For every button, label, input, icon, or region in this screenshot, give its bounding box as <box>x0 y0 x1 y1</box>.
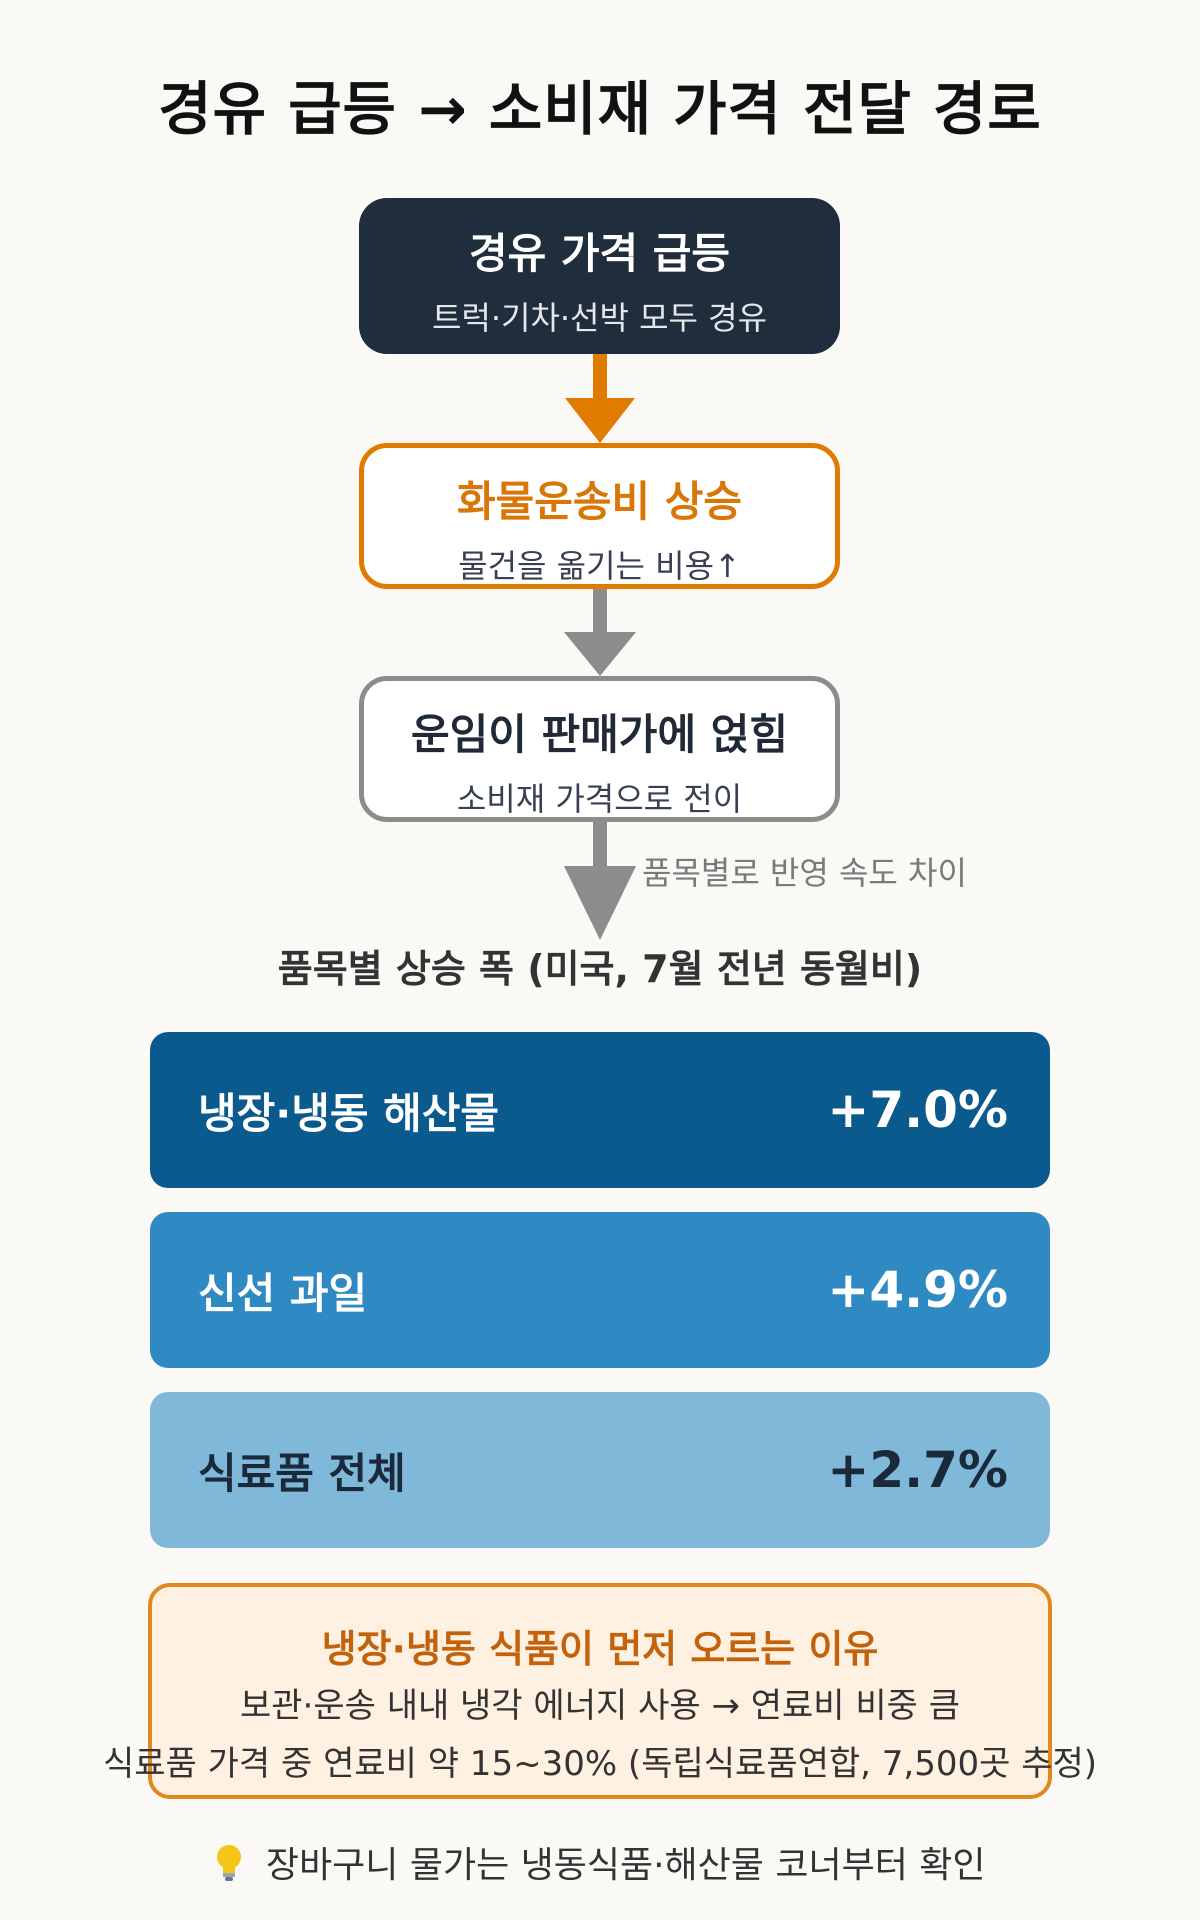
item-value: +4.9% <box>827 1261 1008 1319</box>
item-bar-seafood: 냉장·냉동 해산물 +7.0% <box>150 1032 1050 1188</box>
flow-step-subtitle: 물건을 옮기는 비용↑ <box>458 547 741 585</box>
reason-line: 식료품 가격 중 연료비 약 15~30% (독립식료품연합, 7,500곳 추… <box>102 1744 1098 1784</box>
tip: 장바구니 물가는 냉동식품·해산물 코너부터 확인 <box>0 1836 1200 1888</box>
arrow-note: 품목별로 반영 속도 차이 <box>642 854 967 892</box>
item-label: 식료품 전체 <box>198 1448 406 1498</box>
flow-step-title: 경유 가격 급등 <box>468 229 731 278</box>
flow-step-subtitle: 소비재 가격으로 전이 <box>456 780 743 818</box>
flow-step-title: 화물운송비 상승 <box>456 477 743 526</box>
lightbulb-icon <box>214 1843 244 1886</box>
item-bar-groceries: 식료품 전체 +2.7% <box>150 1392 1050 1548</box>
arrow-gray-1 <box>564 589 636 676</box>
reason-title: 냉장·냉동 식품이 먼저 오르는 이유 <box>321 1627 879 1671</box>
item-label: 신선 과일 <box>198 1268 368 1318</box>
flow-step-retail-price: 운임이 판매가에 얹힘 소비재 가격으로 전이 <box>359 676 840 822</box>
flow-step-diesel-price: 경유 가격 급등 트럭·기차·선박 모두 경유 <box>359 198 840 354</box>
item-bar-fruit: 신선 과일 +4.9% <box>150 1212 1050 1368</box>
item-value: +2.7% <box>827 1441 1008 1499</box>
flow-step-freight-cost: 화물운송비 상승 물건을 옮기는 비용↑ <box>359 443 840 589</box>
arrow-orange <box>565 354 635 443</box>
reason-callout <box>148 1583 1052 1799</box>
item-label: 냉장·냉동 해산물 <box>198 1088 500 1138</box>
tip-text: 장바구니 물가는 냉동식품·해산물 코너부터 확인 <box>265 1845 986 1886</box>
reason-line: 보관·운송 내내 냉각 에너지 사용 → 연료비 비중 큼 <box>239 1686 961 1726</box>
page-title: 경유 급등 → 소비재 가격 전달 경로 <box>158 75 1042 143</box>
flow-arrows <box>564 354 636 940</box>
section-title: 품목별 상승 폭 (미국, 7월 전년 동월비) <box>277 947 923 991</box>
flow-step-subtitle: 트럭·기차·선박 모두 경유 <box>431 299 768 337</box>
arrow-gray-2 <box>564 822 636 940</box>
flow-step-title: 운임이 판매가에 얹힘 <box>410 710 788 759</box>
item-value: +7.0% <box>827 1081 1008 1139</box>
